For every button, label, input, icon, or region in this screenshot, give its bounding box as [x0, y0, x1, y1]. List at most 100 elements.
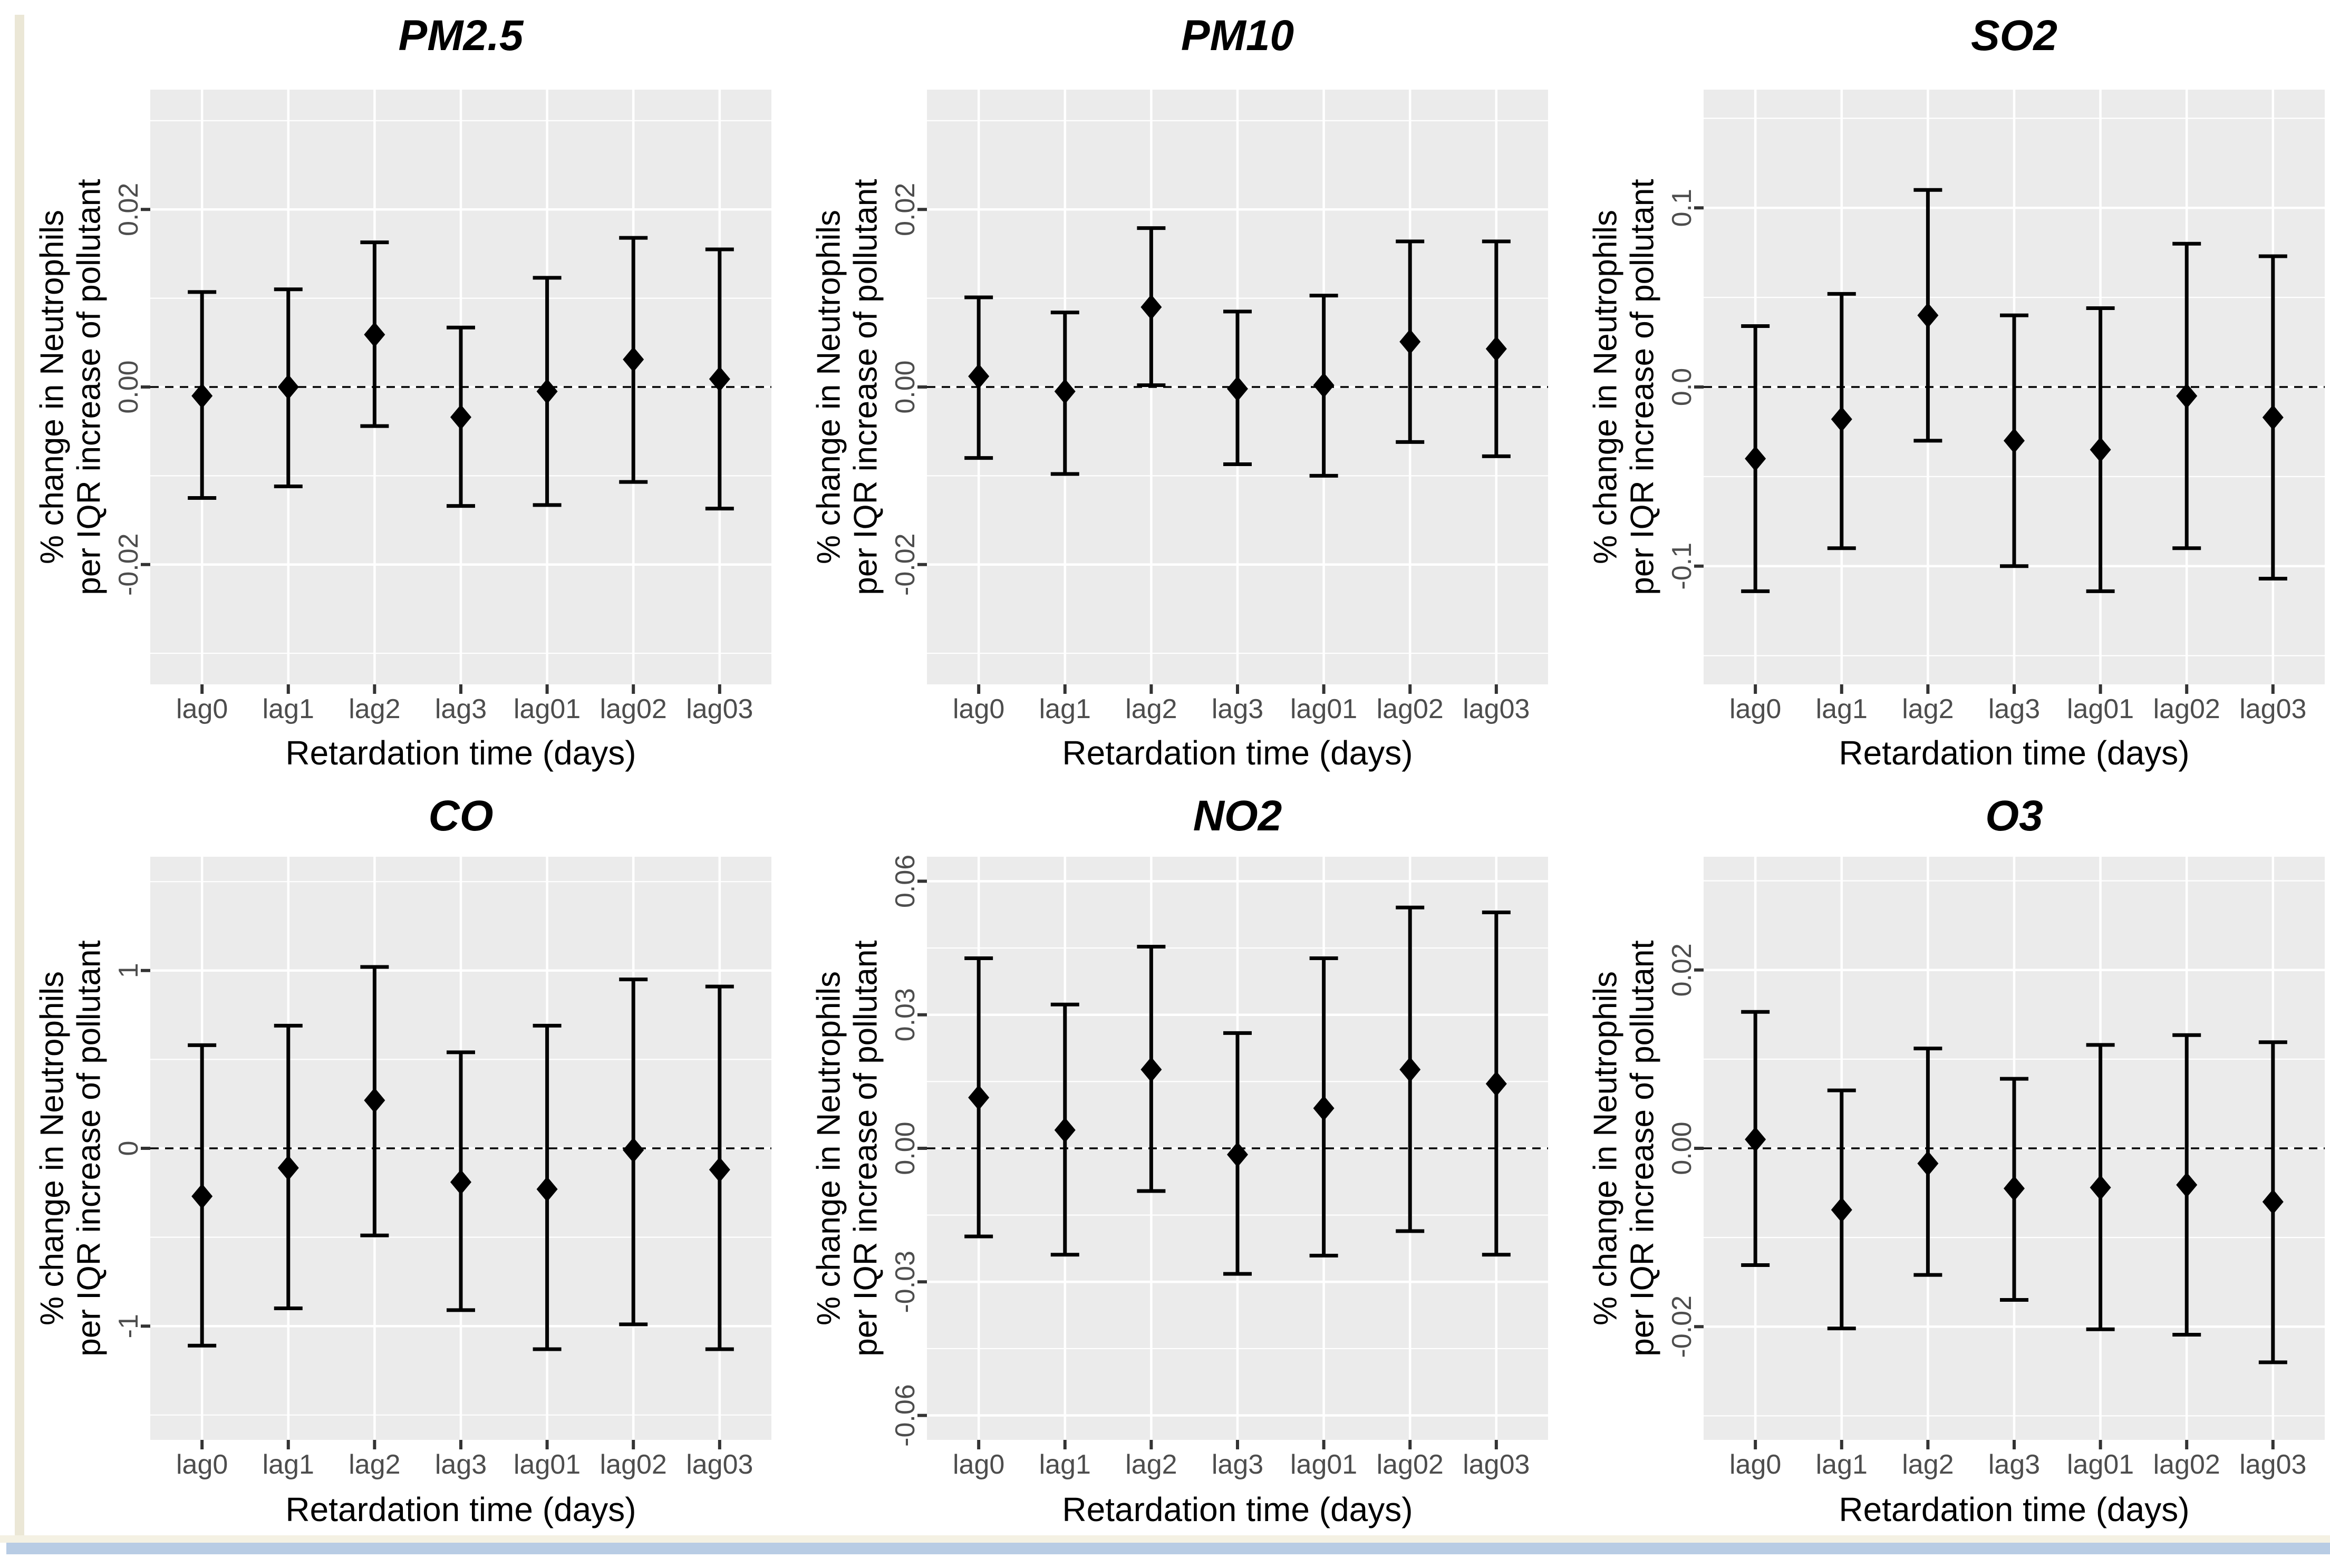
point-lag01 — [536, 379, 558, 404]
chart-panel-o3: 0.02 0.00 -0.02 lag0 lag1 lag2 lag3 lag01 lag02 l… — [1553, 784, 2330, 1568]
y-axis-title-line1: % change in Neutrophils — [811, 971, 847, 1325]
point-lag01 — [2090, 1175, 2111, 1201]
y-tick-label: 0.1 — [1667, 189, 1697, 227]
point-lag01 — [1313, 372, 1335, 398]
point-lag0 — [1745, 446, 1766, 471]
y-axis-title-line1: % change in Neutrophils — [811, 210, 847, 564]
chart-title: PM2.5 — [399, 12, 524, 60]
y-tick-label: 0.03 — [890, 988, 921, 1041]
bottom-highlight-band — [6, 1543, 2330, 1554]
errorbar-lag2 — [360, 965, 389, 1237]
errorbar-lag0 — [188, 1043, 217, 1348]
errorbar-lag01 — [533, 276, 562, 507]
chart-title: PM10 — [1181, 12, 1294, 60]
y-tick-label: 0 — [113, 1141, 144, 1156]
point-lag03 — [1485, 336, 1507, 362]
chart-pm10: 0.02 0.00 -0.02 lag0 lag1 lag2 lag3 lag01 lag02 l… — [811, 12, 1548, 772]
y-tick-label: -0.03 — [890, 1251, 921, 1313]
point-lag02 — [623, 346, 644, 372]
y-axis-title-line2: per IQR increase of pollutant — [71, 179, 108, 595]
y-axis-title-line2: per IQR increase of pollutant — [848, 179, 884, 595]
errorbar-lag01 — [1309, 294, 1338, 478]
errorbar-lag02 — [2172, 241, 2201, 550]
errorbar-lag02 — [2172, 1033, 2201, 1337]
y-axis-title-line1: % change in Neutrophils — [34, 971, 71, 1325]
x-tick-label: lag03 — [686, 1449, 753, 1480]
y-axis-title-line1: % change in Neutrophils — [1588, 971, 1624, 1325]
chart-o3: 0.02 0.00 -0.02 lag0 lag1 lag2 lag3 lag01 lag02 l… — [1588, 792, 2325, 1528]
errorbar-lag3 — [2000, 313, 2028, 568]
y-tick-label: 0.02 — [1667, 943, 1697, 996]
x-tick-label: lag02 — [2153, 694, 2220, 724]
y-axis-title-line2: per IQR increase of pollutant — [848, 940, 884, 1356]
x-tick-label: lag2 — [1125, 1449, 1177, 1480]
errorbar-lag03 — [2258, 254, 2287, 581]
x-tick-label: lag0 — [953, 1449, 1004, 1480]
point-lag1 — [1054, 379, 1076, 404]
y-tick-label: -1 — [113, 1314, 144, 1338]
y-axis-title-line2: per IQR increase of pollutant — [71, 940, 108, 1356]
errorbar-lag03 — [1482, 911, 1511, 1257]
point-lag0 — [191, 383, 213, 409]
point-lag02 — [2176, 1172, 2198, 1198]
errorbar-lag3 — [1223, 1031, 1252, 1276]
point-lag03 — [1485, 1071, 1507, 1097]
x-tick-label: lag1 — [263, 1449, 314, 1480]
point-lag03 — [2262, 404, 2284, 430]
chart-co: 1 0 -1 lag0 lag1 lag2 lag3 lag01 lag02 lag03 Retar… — [34, 792, 771, 1528]
errorbar-lag02 — [1396, 905, 1425, 1233]
point-lag1 — [1054, 1117, 1076, 1143]
point-lag01 — [536, 1176, 558, 1202]
errorbar-lag01 — [2086, 1043, 2115, 1331]
x-tick-label: lag01 — [514, 694, 581, 724]
errorbar-lag2 — [1913, 188, 1942, 443]
errorbar-lag1 — [1050, 311, 1079, 476]
x-tick-label: lag01 — [1290, 694, 1357, 724]
x-tick-label: lag1 — [263, 694, 314, 724]
errorbar-lag03 — [1482, 239, 1511, 458]
x-tick-label: lag03 — [1463, 1449, 1530, 1480]
point-lag01 — [1313, 1096, 1335, 1121]
errorbar-lag1 — [274, 1023, 303, 1310]
x-tick-label: lag01 — [2067, 1449, 2134, 1480]
y-tick-label: 0.0 — [1667, 368, 1697, 406]
x-tick-label: lag0 — [176, 1449, 228, 1480]
y-tick-label: -0.02 — [113, 533, 144, 596]
point-lag02 — [623, 1137, 644, 1163]
x-axis-title: Retardation time (days) — [1062, 734, 1413, 772]
point-lag03 — [709, 366, 730, 392]
chart-panel-co: 1 0 -1 lag0 lag1 lag2 lag3 lag01 lag02 lag03 Retar… — [0, 784, 777, 1568]
errorbar-lag3 — [1223, 309, 1252, 466]
y-tick-label: 0.00 — [890, 360, 921, 413]
point-lag1 — [1831, 406, 1852, 432]
errorbar-lag03 — [2258, 1040, 2287, 1364]
y-tick-label: 0.06 — [890, 855, 921, 908]
x-tick-label: lag0 — [176, 694, 228, 724]
x-tick-label: lag2 — [1125, 694, 1177, 724]
point-lag03 — [709, 1157, 730, 1183]
errorbar-lag01 — [2086, 306, 2115, 593]
x-tick-label: lag3 — [1988, 1449, 2040, 1480]
errorbar-lag3 — [2000, 1077, 2028, 1302]
errorbar-lag1 — [274, 287, 303, 489]
errorbar-lag2 — [1913, 1047, 1942, 1277]
errorbar-lag3 — [447, 325, 475, 508]
point-lag3 — [1227, 1141, 1248, 1167]
y-tick-label: -0.02 — [890, 533, 921, 596]
point-lag3 — [2004, 428, 2025, 453]
point-lag1 — [277, 374, 299, 400]
x-tick-label: lag01 — [1290, 1449, 1357, 1480]
errorbar-lag0 — [964, 295, 993, 460]
chart-pm25: 0.02 0.00 -0.02 lag0 lag1 lag2 lag3 lag01 lag02 l… — [34, 12, 771, 772]
chart-title: NO2 — [1193, 792, 1282, 840]
errorbar-lag01 — [533, 1023, 562, 1351]
point-lag2 — [1140, 1057, 1162, 1082]
errorbar-lag0 — [964, 956, 993, 1238]
y-tick-label: -0.06 — [890, 1384, 921, 1447]
chart-panel-pm10: 0.02 0.00 -0.02 lag0 lag1 lag2 lag3 lag01 lag02 l… — [777, 0, 1553, 784]
chart-panel-so2: 0.1 0.0 -0.1 lag0 lag1 lag2 lag3 lag01 lag02 lag0… — [1553, 0, 2330, 784]
x-axis-title: Retardation time (days) — [285, 1490, 636, 1528]
x-tick-label: lag1 — [1039, 694, 1091, 724]
chart-no2: 0.06 0.03 0.00 -0.03 -0.06 lag0 lag1 lag2 lag3 la… — [811, 792, 1548, 1528]
x-tick-label: lag03 — [2239, 694, 2306, 724]
